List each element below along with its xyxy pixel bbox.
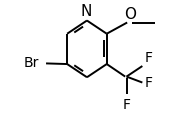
- Text: F: F: [145, 51, 153, 65]
- Text: F: F: [145, 75, 153, 90]
- Text: F: F: [122, 98, 130, 112]
- Text: Br: Br: [24, 56, 39, 70]
- Text: O: O: [124, 7, 136, 22]
- Text: N: N: [81, 4, 92, 19]
